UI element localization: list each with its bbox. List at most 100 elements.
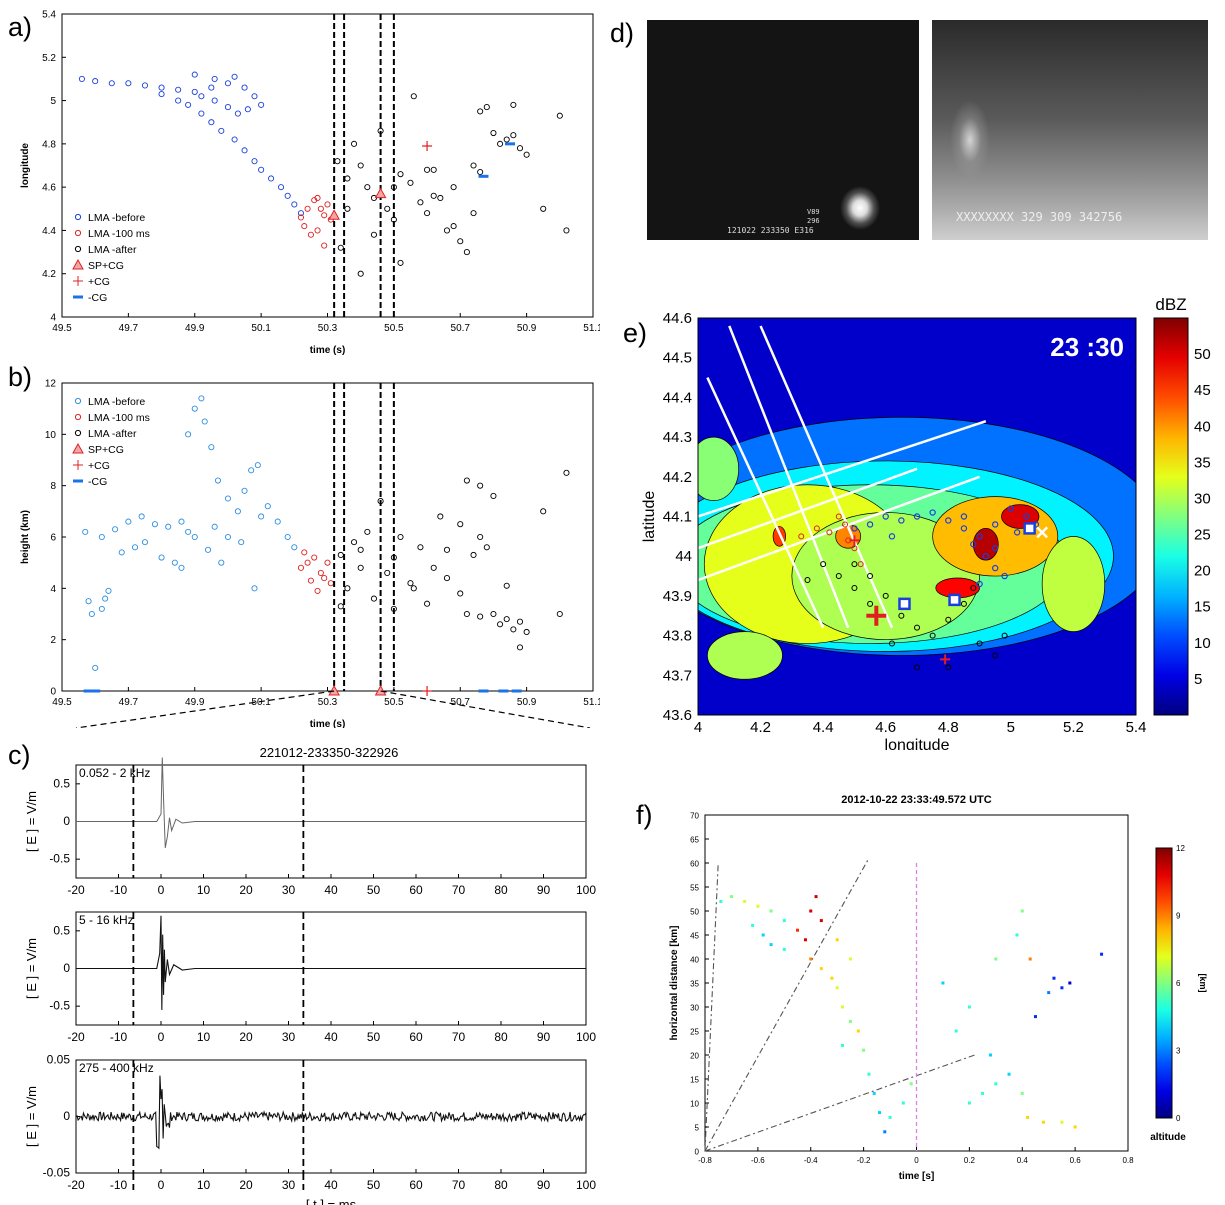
source-point <box>809 957 813 961</box>
lma-point <box>477 482 484 489</box>
lma-point <box>321 212 328 219</box>
colorbar-tick-label: 5 <box>1194 671 1202 688</box>
camera-frame-right: XXXXXXXX 329 309 342756 <box>932 20 1208 240</box>
source-point <box>1047 991 1051 995</box>
lma-after-point <box>929 632 936 639</box>
x-tick-label: 51.1 <box>583 323 600 334</box>
lma-after-point <box>867 600 874 607</box>
source-point <box>819 967 823 971</box>
lma-before-point <box>882 513 889 520</box>
source-point <box>840 1043 844 1047</box>
radar-field <box>698 318 1136 715</box>
source-point <box>729 895 733 899</box>
lma-point <box>185 431 192 438</box>
x-tick-label: 40 <box>324 883 338 897</box>
lma-point <box>344 205 351 212</box>
lma-point <box>370 231 378 238</box>
source-point <box>809 909 813 913</box>
lma-point <box>477 613 484 620</box>
lma-point <box>337 551 344 559</box>
source-point <box>1100 952 1104 956</box>
x-tick-label: 49.7 <box>119 323 139 334</box>
lma-point <box>523 628 530 636</box>
lma-point <box>307 231 314 238</box>
x-tick-label: 4.6 <box>875 719 896 736</box>
y-axis-label: latitude <box>641 491 658 543</box>
legend-label: LMA -before <box>88 396 145 408</box>
legend-symbol <box>73 460 83 470</box>
x-tick-label: 70 <box>452 1030 466 1044</box>
lma-point <box>85 598 92 605</box>
x-tick-label: 100 <box>576 1178 596 1192</box>
lma-point <box>516 145 524 152</box>
colorbar-tick-label: 12 <box>1176 844 1185 853</box>
y-tick-label: 43.6 <box>663 707 692 724</box>
y-tick-label: 40 <box>690 956 699 965</box>
lma-100-point <box>835 513 842 520</box>
lma-point <box>241 84 248 91</box>
source-point <box>803 938 807 942</box>
source-point <box>888 1115 892 1119</box>
lma-point <box>218 559 225 566</box>
source-point <box>1060 1120 1064 1124</box>
lma-point <box>304 205 311 212</box>
y-tick-label: 0 <box>50 687 56 698</box>
y-tick-label: 44.3 <box>663 429 692 446</box>
lma-before-point <box>1007 505 1015 512</box>
x-tick-label: 4.4 <box>813 719 834 736</box>
lma-point <box>324 201 331 208</box>
lma-point <box>301 223 308 230</box>
lma-point <box>291 544 298 551</box>
lma-after-point <box>992 652 999 659</box>
lma-point <box>78 75 85 82</box>
x-tick-label: 90 <box>537 883 551 897</box>
lma-point <box>350 140 358 147</box>
lma-point <box>231 136 238 143</box>
lma-point <box>470 162 477 169</box>
chart-title: 221012-233350-322926 <box>260 745 399 760</box>
lma-point <box>477 533 484 541</box>
source-point <box>1028 957 1032 961</box>
lma-point <box>364 528 371 535</box>
lma-point <box>151 521 158 528</box>
y-tick-label: 35 <box>690 980 699 989</box>
lma-point <box>214 477 222 484</box>
lma-point <box>211 523 218 530</box>
lma-point <box>516 644 524 651</box>
lma-point <box>321 242 328 249</box>
lma-point <box>407 580 414 587</box>
chart-a-longitude-vs-time: 49.5 49.7 49.9 50.1 50.3 50.5 50.7 50.9 51.1 4 4.2… <box>20 10 600 357</box>
x-tick-label: 50.9 <box>517 697 537 708</box>
legend-label: +CG <box>88 276 110 288</box>
x-tick-label: -0.8 <box>698 1156 712 1165</box>
lma-point <box>357 162 364 169</box>
lma-point <box>357 546 364 553</box>
source-point <box>901 1101 905 1105</box>
lma-point <box>314 587 321 594</box>
x-tick-label: 70 <box>452 883 466 897</box>
y-tick-label: 0.05 <box>47 1053 71 1067</box>
lma-point <box>417 544 424 551</box>
lma-point <box>443 227 451 234</box>
lma-100-point <box>798 533 805 540</box>
lma-after-point <box>835 573 842 580</box>
lma-before-point <box>976 580 983 588</box>
x-axis-label: time [s] <box>899 1171 935 1182</box>
lma-point <box>251 158 258 165</box>
lma-point <box>397 171 404 178</box>
zoom-guide-line <box>380 690 591 728</box>
band-label: 5 - 16 kHz <box>79 913 134 927</box>
lma-point <box>258 166 265 173</box>
lma-before-point <box>1023 513 1030 520</box>
lma-point <box>224 495 231 502</box>
y-tick-label: 15 <box>690 1076 699 1085</box>
legend-label: -CG <box>88 292 107 304</box>
lma-point <box>314 227 321 234</box>
x-tick-label: 20 <box>239 1178 253 1192</box>
y-tick-label: 44.5 <box>663 350 692 367</box>
waveform-trace <box>75 1075 587 1150</box>
lma-point <box>297 214 305 221</box>
lma-point <box>297 564 305 571</box>
x-tick-label: -20 <box>67 1030 85 1044</box>
x-tick-label: -0.6 <box>751 1156 765 1165</box>
